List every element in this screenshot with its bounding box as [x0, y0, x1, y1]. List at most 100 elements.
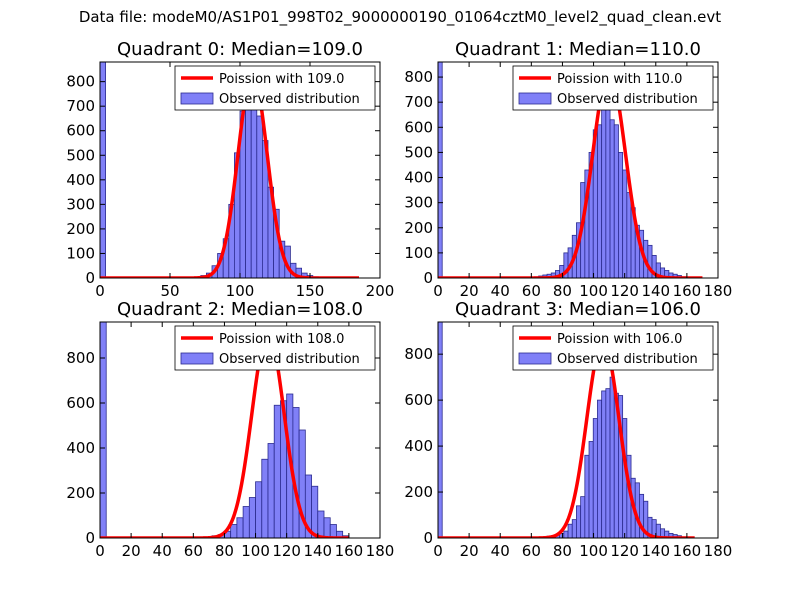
x-tick-label: 60 [522, 542, 541, 560]
legend-bar-swatch [180, 352, 214, 365]
histogram-bar [438, 62, 443, 278]
y-tick-label: 0 [85, 269, 95, 287]
subplot-title: Quadrant 2: Median=108.0 [117, 299, 363, 320]
x-tick-label: 80 [553, 542, 572, 560]
histogram-bar [438, 322, 443, 538]
y-tick-label: 0 [423, 529, 433, 547]
histogram-bar [311, 485, 319, 538]
x-tick-label: 40 [491, 282, 510, 300]
legend-bar-label: Observed distribution [557, 92, 698, 107]
x-tick-label: 80 [215, 542, 234, 560]
figure-title: Data file: modeM0/AS1P01_998T02_90000001… [78, 8, 722, 26]
x-tick-label: 140 [641, 542, 670, 560]
legend-bar-label: Observed distribution [219, 352, 360, 367]
histogram-bar [100, 62, 106, 278]
histogram-bar [323, 517, 331, 538]
x-tick-label: 0 [433, 282, 443, 300]
y-tick-label: 200 [404, 219, 433, 237]
histogram-bar [245, 91, 252, 278]
poisson-curve [100, 331, 350, 538]
x-tick-label: 140 [641, 282, 670, 300]
legend-bar-label: Observed distribution [219, 92, 360, 107]
histogram-bar [601, 390, 607, 538]
y-tick-label: 500 [404, 143, 433, 161]
legend-line-label: Poission with 109.0 [219, 72, 344, 87]
histogram-bar [597, 399, 603, 538]
quadrant-3-panel: 0 20 40 60 80 100 120 140 160 180 0 200 400 600 800 Qua… [404, 299, 732, 560]
y-tick-label: 400 [404, 169, 433, 187]
histogram-bar [100, 322, 107, 538]
histogram-bar [584, 454, 590, 538]
histogram-bar [236, 517, 244, 538]
x-tick-label: 150 [296, 282, 325, 300]
histogram-bar [248, 497, 256, 538]
histogram-bar [329, 524, 337, 538]
x-tick-label: 180 [366, 542, 395, 560]
histogram-bar [597, 124, 603, 278]
x-tick-label: 40 [153, 542, 172, 560]
histogram-bar [567, 523, 573, 538]
x-tick-label: 100 [579, 542, 608, 560]
y-tick-label: 300 [404, 194, 433, 212]
y-tick-label: 600 [404, 391, 433, 409]
histogram-bar [609, 376, 615, 538]
histogram-bar [576, 505, 582, 538]
y-tick-label: 400 [404, 437, 433, 455]
poisson-curve [438, 70, 704, 278]
legend: Poission with 106.0 Observed distribution [512, 325, 714, 371]
legend-line-label: Poission with 110.0 [557, 72, 682, 87]
x-tick-label: 100 [241, 542, 270, 560]
x-tick-label: 0 [433, 542, 443, 560]
quadrant-2-panel: 0 20 40 60 80 100 120 140 160 180 0 200 400 600 800 Qua… [66, 299, 394, 560]
x-tick-label: 0 [95, 542, 105, 560]
y-tick-label: 400 [66, 439, 95, 457]
x-tick-label: 80 [553, 282, 572, 300]
histogram-bars [438, 322, 687, 538]
legend-line-label: Poission with 108.0 [219, 332, 344, 347]
histogram-bar [580, 496, 586, 538]
x-tick-label: 180 [704, 542, 733, 560]
histogram-bar [622, 169, 628, 278]
x-tick-label: 160 [673, 282, 702, 300]
x-tick-label: 180 [704, 282, 733, 300]
x-tick-label: 160 [335, 542, 364, 560]
y-tick-label: 400 [66, 171, 95, 189]
histogram-bar [273, 404, 281, 538]
histogram-bar [588, 441, 594, 538]
x-tick-label: 120 [610, 282, 639, 300]
y-tick-label: 800 [404, 345, 433, 363]
x-tick-label: 20 [460, 542, 479, 560]
x-tick-label: 200 [366, 282, 395, 300]
subplot-title: Quadrant 1: Median=110.0 [455, 39, 701, 60]
y-tick-label: 800 [404, 68, 433, 86]
legend-bar-label: Observed distribution [557, 352, 698, 367]
histogram-bar [601, 106, 607, 278]
histogram-bar [571, 519, 577, 538]
histogram-bars [100, 62, 319, 278]
histogram-bar [618, 152, 624, 278]
x-tick-label: 120 [272, 542, 301, 560]
histogram-bar [609, 119, 615, 278]
histogram-bar [605, 388, 611, 538]
histogram-bar [242, 506, 250, 538]
x-tick-label: 60 [184, 542, 203, 560]
x-tick-label: 140 [303, 542, 332, 560]
y-tick-label: 100 [66, 244, 95, 262]
histogram-bar [267, 443, 275, 538]
y-tick-label: 500 [66, 146, 95, 164]
y-tick-label: 600 [66, 122, 95, 140]
x-tick-label: 100 [579, 282, 608, 300]
y-tick-label: 600 [404, 118, 433, 136]
y-tick-label: 600 [66, 394, 95, 412]
y-tick-label: 0 [85, 529, 95, 547]
histogram-bar [255, 481, 263, 538]
y-tick-label: 800 [66, 73, 95, 91]
histogram-bar [626, 192, 632, 278]
y-tick-label: 800 [66, 349, 95, 367]
y-tick-label: 200 [66, 220, 95, 238]
legend-bar-swatch [518, 92, 552, 105]
histogram-bar [563, 530, 569, 538]
legend: Poission with 110.0 Observed distribution [512, 65, 714, 111]
legend: Poission with 109.0 Observed distribution [174, 65, 376, 111]
